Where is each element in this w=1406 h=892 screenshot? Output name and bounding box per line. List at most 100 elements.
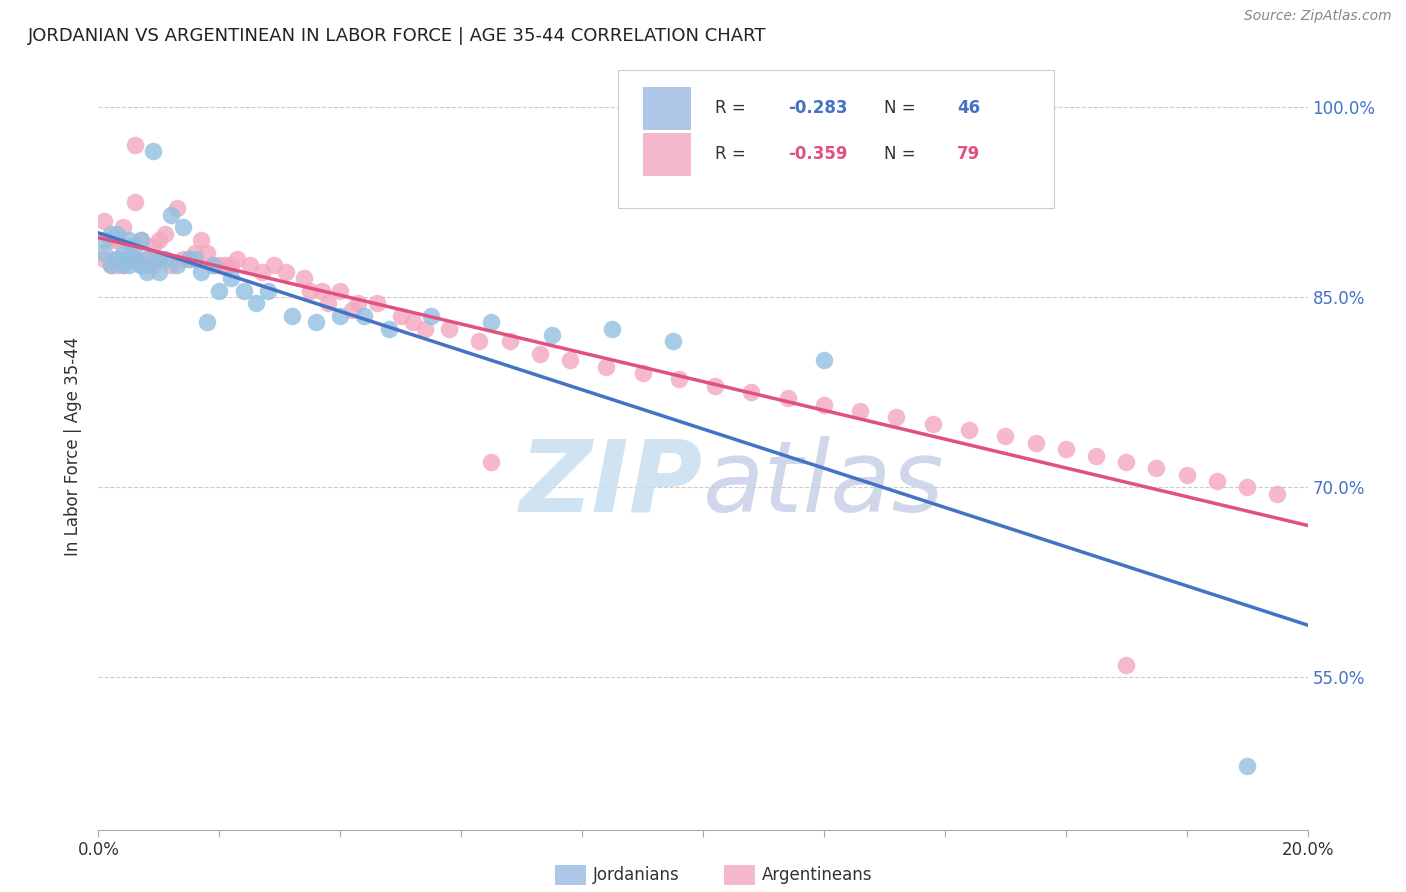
Point <box>1085 449 1108 463</box>
Point <box>148 265 170 279</box>
Point <box>311 284 333 298</box>
Point <box>118 258 141 272</box>
Point <box>849 404 872 418</box>
Point <box>1236 480 1258 494</box>
Point <box>342 302 364 317</box>
Point <box>1236 759 1258 773</box>
Point <box>214 258 236 272</box>
Point <box>172 220 194 235</box>
Point <box>540 328 562 343</box>
Point <box>118 252 141 266</box>
Point <box>281 309 304 323</box>
Point <box>305 315 328 329</box>
Point <box>184 245 207 260</box>
Point <box>226 252 249 266</box>
Text: atlas: atlas <box>703 436 945 533</box>
Point <box>239 258 262 272</box>
Point <box>93 245 115 260</box>
Point <box>142 239 165 253</box>
Point <box>124 194 146 209</box>
Point <box>93 233 115 247</box>
Point <box>256 284 278 298</box>
Point <box>389 309 412 323</box>
Point <box>957 423 980 437</box>
Text: -0.359: -0.359 <box>787 145 848 163</box>
Point <box>111 220 134 235</box>
Point <box>292 271 315 285</box>
Point <box>148 252 170 266</box>
Point <box>631 366 654 380</box>
Point <box>221 271 243 285</box>
Point <box>172 252 194 266</box>
Point <box>1175 467 1198 482</box>
Point <box>202 258 225 272</box>
Point <box>402 315 425 329</box>
Point <box>190 265 212 279</box>
Point <box>420 309 443 323</box>
Point <box>353 309 375 323</box>
Point <box>1206 474 1229 488</box>
Text: Jordanians: Jordanians <box>593 866 681 884</box>
Point <box>135 258 157 272</box>
Point <box>105 252 128 266</box>
Point <box>602 322 624 336</box>
Point <box>1115 455 1137 469</box>
Point <box>111 258 134 272</box>
Point <box>886 410 908 425</box>
Point <box>93 252 115 266</box>
Point <box>1115 657 1137 672</box>
Text: -0.283: -0.283 <box>787 100 848 118</box>
Point <box>195 315 218 329</box>
Text: R =: R = <box>716 100 751 118</box>
Point <box>142 258 165 272</box>
Point <box>274 265 297 279</box>
Point <box>1144 461 1167 475</box>
Point <box>366 296 388 310</box>
Point <box>299 284 322 298</box>
Point <box>105 252 128 266</box>
Text: Argentineans: Argentineans <box>762 866 873 884</box>
Point <box>124 239 146 253</box>
Point <box>347 296 370 310</box>
Point <box>1054 442 1077 457</box>
Point <box>142 145 165 159</box>
FancyBboxPatch shape <box>643 134 690 176</box>
Point <box>135 252 157 266</box>
Point <box>105 233 128 247</box>
Point <box>195 245 218 260</box>
Point <box>124 252 146 266</box>
FancyBboxPatch shape <box>643 87 690 129</box>
Point <box>481 315 503 329</box>
Point <box>166 201 188 215</box>
Point <box>498 334 520 349</box>
Point <box>232 284 254 298</box>
Point <box>135 252 157 266</box>
Point <box>160 208 183 222</box>
Point <box>329 284 352 298</box>
Point <box>118 239 141 253</box>
Point <box>153 252 176 266</box>
Text: N =: N = <box>884 100 921 118</box>
Point <box>704 378 727 392</box>
Point <box>813 353 835 368</box>
Text: N =: N = <box>884 145 921 163</box>
Point <box>118 252 141 266</box>
Point <box>1267 486 1289 500</box>
Point <box>111 258 134 272</box>
Point <box>1024 435 1046 450</box>
Point <box>105 227 128 241</box>
Point <box>316 296 339 310</box>
Point <box>135 265 157 279</box>
Point <box>129 233 152 247</box>
Text: Source: ZipAtlas.com: Source: ZipAtlas.com <box>1244 9 1392 23</box>
Point <box>129 258 152 272</box>
Point <box>118 233 141 247</box>
Point <box>994 429 1017 443</box>
Point <box>245 296 267 310</box>
Point <box>184 252 207 266</box>
Point <box>529 347 551 361</box>
Point <box>100 258 122 272</box>
Point <box>558 353 581 368</box>
Point <box>179 252 201 266</box>
Point <box>202 258 225 272</box>
